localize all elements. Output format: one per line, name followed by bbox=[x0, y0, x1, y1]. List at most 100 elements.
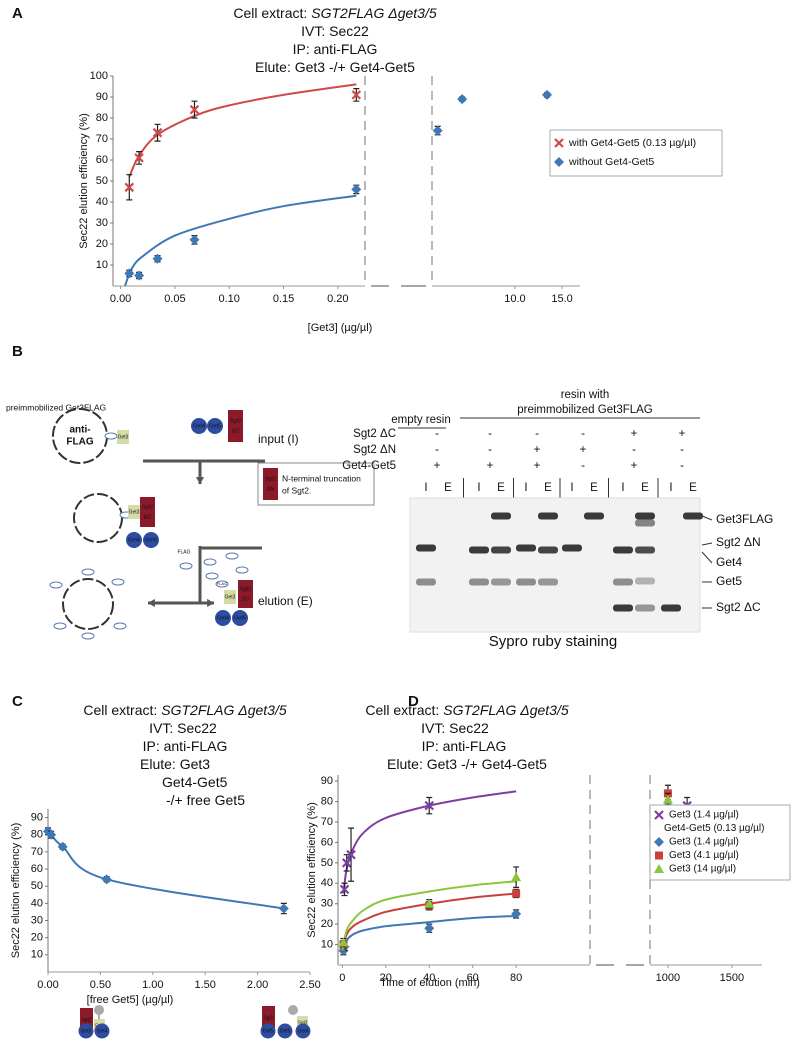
data-point bbox=[424, 800, 435, 811]
band-leader bbox=[701, 515, 713, 521]
y-tick-label: 40 bbox=[31, 897, 43, 909]
x-tick-label: 1.50 bbox=[194, 979, 215, 991]
protein-label: Get4 bbox=[128, 537, 140, 543]
lane-label: E bbox=[444, 482, 452, 494]
x-tick-label: 0 bbox=[339, 972, 345, 984]
gel-group: empty resin bbox=[391, 414, 450, 426]
data-point bbox=[424, 923, 435, 934]
chart-title: Elute: Get3 -/+ Get4-Get5 bbox=[255, 59, 415, 75]
y-axis-label: Sec22 elution efficiency (%) bbox=[10, 823, 22, 959]
legend-box bbox=[649, 804, 791, 881]
gel-band bbox=[683, 512, 703, 520]
condition-label: Get4-Get5 bbox=[342, 460, 396, 472]
data-point bbox=[341, 858, 352, 868]
protein-label: Get5 bbox=[81, 1028, 92, 1034]
flag-peptide bbox=[104, 432, 118, 440]
condition-sign: + bbox=[580, 444, 587, 456]
schematic-label: input (I) bbox=[258, 432, 299, 446]
condition-sign: - bbox=[581, 428, 585, 440]
y-axis-label: Sec22 elution efficiency (%) bbox=[78, 113, 90, 249]
legend-marker bbox=[554, 157, 564, 167]
data-point bbox=[511, 908, 522, 919]
y-tick-label: 10 bbox=[96, 259, 108, 271]
legend-label: with Get4-Get5 (0.13 µg/µl) bbox=[568, 137, 696, 149]
gel-band bbox=[635, 577, 655, 585]
y-tick-label: 90 bbox=[31, 811, 43, 823]
series-line bbox=[47, 830, 284, 910]
protein-label: Get5 bbox=[280, 1028, 291, 1034]
protein bbox=[295, 1023, 311, 1039]
flag-peptide bbox=[225, 552, 239, 560]
lane-label: E bbox=[544, 482, 552, 494]
title-part: Elute: Get3 bbox=[140, 756, 210, 772]
title-part: Get4-Get5 bbox=[162, 774, 228, 790]
title-part: Elute: Get3 -/+ Get4-Get5 bbox=[387, 756, 547, 772]
condition-sign: - bbox=[435, 444, 439, 456]
note-text: N-terminal truncation bbox=[282, 473, 361, 483]
data-point bbox=[512, 889, 521, 898]
title-part: IVT: Sec22 bbox=[421, 720, 489, 736]
data-point bbox=[339, 884, 350, 895]
y-tick-label: 20 bbox=[31, 932, 43, 944]
y-tick-label: 50 bbox=[31, 880, 43, 892]
data-point bbox=[346, 849, 356, 860]
data-point bbox=[511, 872, 522, 882]
gel-band bbox=[635, 519, 655, 527]
protein bbox=[78, 1023, 94, 1039]
gel-band bbox=[635, 546, 655, 554]
lane-label: E bbox=[590, 482, 598, 494]
y-tick-label: 100 bbox=[90, 70, 108, 82]
legend-label: Get3 (4.1 µg/µl) bbox=[669, 850, 739, 861]
protein-label: Get5 bbox=[234, 615, 246, 621]
condition-sign: + bbox=[434, 460, 441, 472]
data-point bbox=[457, 94, 468, 105]
gel-band bbox=[584, 512, 604, 520]
chart-title: Elute: Get3 bbox=[140, 756, 210, 772]
condition-sign: - bbox=[680, 444, 684, 456]
data-point bbox=[662, 794, 673, 804]
schematic-label: FLAG bbox=[66, 437, 93, 448]
y-tick-label: 70 bbox=[321, 816, 333, 828]
y-tick-label: 30 bbox=[96, 217, 108, 229]
protein bbox=[140, 497, 155, 527]
condition-sign: - bbox=[488, 444, 492, 456]
x-tick-label: 0.50 bbox=[90, 979, 111, 991]
flag-peptide bbox=[205, 572, 219, 580]
legend-marker bbox=[654, 864, 664, 873]
y-tick-label: 80 bbox=[96, 112, 108, 124]
y-tick-label: 60 bbox=[31, 863, 43, 875]
gel-band bbox=[635, 604, 655, 612]
y-tick-label: 10 bbox=[321, 938, 333, 950]
fit-curve bbox=[341, 880, 517, 951]
protein-label: Sgt2 bbox=[230, 418, 241, 424]
y-tick-label: 20 bbox=[96, 238, 108, 250]
protein bbox=[232, 610, 248, 626]
protein-label: Get4 bbox=[97, 1028, 108, 1034]
chart-title: Get4-Get5 bbox=[162, 774, 228, 790]
protein bbox=[94, 1023, 110, 1039]
x-tick-label: 0.10 bbox=[219, 293, 240, 305]
data-point bbox=[152, 253, 163, 264]
gel-band bbox=[613, 578, 633, 586]
protein bbox=[117, 430, 129, 444]
fit-curve bbox=[128, 83, 357, 178]
protein bbox=[224, 590, 236, 604]
protein-label: Get5 bbox=[263, 1028, 274, 1034]
x-tick-label: 40 bbox=[423, 972, 435, 984]
protein-label: Sgt2 bbox=[240, 586, 251, 592]
protein-label: Get4 bbox=[298, 1028, 309, 1034]
chart-title: -/+ free Get5 bbox=[166, 792, 245, 808]
title-part: IVT: Sec22 bbox=[149, 720, 217, 736]
condition-sign: - bbox=[488, 428, 492, 440]
y-tick-label: 80 bbox=[31, 829, 43, 841]
flag-peptide bbox=[81, 568, 95, 576]
gel-band bbox=[416, 544, 436, 552]
x-axis-label: [Get3] (µg/µl) bbox=[308, 322, 373, 334]
protein-label: Sgt2 bbox=[263, 1015, 274, 1021]
protein bbox=[143, 532, 159, 548]
panel-label: C bbox=[12, 693, 23, 710]
chart-title: Cell extract: SGT2FLAG Δget3/5 bbox=[233, 5, 436, 21]
lane-label: E bbox=[497, 482, 505, 494]
